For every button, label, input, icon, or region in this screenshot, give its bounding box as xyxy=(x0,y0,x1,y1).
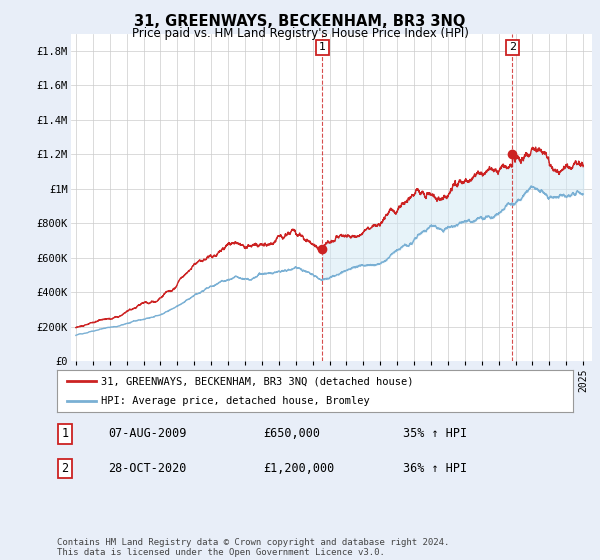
Text: 07-AUG-2009: 07-AUG-2009 xyxy=(109,427,187,440)
Text: 1: 1 xyxy=(319,43,326,53)
Text: HPI: Average price, detached house, Bromley: HPI: Average price, detached house, Brom… xyxy=(101,396,370,406)
Text: £650,000: £650,000 xyxy=(263,427,320,440)
Text: 31, GREENWAYS, BECKENHAM, BR3 3NQ: 31, GREENWAYS, BECKENHAM, BR3 3NQ xyxy=(134,14,466,29)
Text: 28-OCT-2020: 28-OCT-2020 xyxy=(109,462,187,475)
Text: 1: 1 xyxy=(61,427,68,440)
Text: 35% ↑ HPI: 35% ↑ HPI xyxy=(403,427,467,440)
Text: 31, GREENWAYS, BECKENHAM, BR3 3NQ (detached house): 31, GREENWAYS, BECKENHAM, BR3 3NQ (detac… xyxy=(101,376,413,386)
Text: Price paid vs. HM Land Registry's House Price Index (HPI): Price paid vs. HM Land Registry's House … xyxy=(131,27,469,40)
Text: Contains HM Land Registry data © Crown copyright and database right 2024.
This d: Contains HM Land Registry data © Crown c… xyxy=(57,538,449,557)
Text: £1,200,000: £1,200,000 xyxy=(263,462,335,475)
Text: 2: 2 xyxy=(509,43,516,53)
Text: 2: 2 xyxy=(61,462,68,475)
Text: 36% ↑ HPI: 36% ↑ HPI xyxy=(403,462,467,475)
